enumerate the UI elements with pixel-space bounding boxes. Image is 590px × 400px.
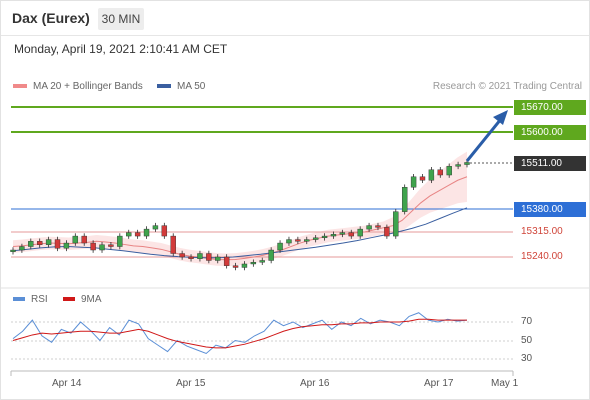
candle <box>357 228 363 237</box>
forecast-arrow-head-icon <box>493 110 508 125</box>
legend-rsi: RSI <box>13 294 48 305</box>
candle <box>330 234 337 237</box>
candle <box>384 227 390 237</box>
candle <box>215 256 221 261</box>
candle <box>250 262 257 265</box>
candle <box>108 244 114 247</box>
candle <box>197 253 203 259</box>
candle <box>45 239 52 245</box>
candle <box>259 260 265 263</box>
candle <box>63 242 70 249</box>
ma50-swatch-icon <box>157 84 171 89</box>
candle <box>232 265 239 268</box>
credit-text: Research © 2021 Trading Central <box>432 81 582 92</box>
widget-header: Dax (Eurex) 30 MIN <box>1 1 589 36</box>
rsi-ma-swatch-icon <box>63 297 75 302</box>
candle <box>126 232 132 237</box>
candle <box>161 225 168 237</box>
candle <box>339 232 346 235</box>
candle <box>206 253 212 261</box>
candle <box>99 244 105 251</box>
rsi-swatch-icon <box>13 297 25 302</box>
date-label: May 1 <box>491 378 519 389</box>
candle <box>401 187 408 212</box>
candle <box>375 225 381 228</box>
rsi-level-30: 30 <box>521 353 533 364</box>
candle <box>277 242 283 251</box>
bollinger-bands <box>13 151 467 267</box>
candle <box>268 249 274 261</box>
candle <box>446 166 452 176</box>
price-tag-r2: 15670.00 <box>514 100 586 115</box>
candle <box>117 235 123 247</box>
price-tag-last: 15511.00 <box>514 156 586 171</box>
candle <box>37 241 43 245</box>
candle <box>428 169 435 181</box>
candle <box>455 164 461 167</box>
date-label: Apr 15 <box>176 378 206 389</box>
candles <box>10 159 470 271</box>
candle <box>179 253 185 258</box>
candle <box>366 225 372 230</box>
date-label: Apr 14 <box>52 378 82 389</box>
candle <box>464 162 470 165</box>
price-label-pivot-1: 15315.00 <box>521 226 563 237</box>
date-label: Apr 17 <box>424 378 454 389</box>
price-label-pivot-2: 15240.00 <box>521 251 563 262</box>
candle <box>152 225 159 230</box>
candle <box>90 242 96 251</box>
rsi-level-50: 50 <box>521 335 533 346</box>
ma20-line <box>12 176 468 261</box>
candle <box>10 249 16 252</box>
candle <box>28 241 34 247</box>
rsi-ma-label: 9MA <box>81 294 102 305</box>
candle <box>188 256 194 259</box>
candle <box>304 239 310 242</box>
candle <box>223 256 230 266</box>
candle <box>410 176 417 188</box>
rsi-level-70: 70 <box>521 316 533 327</box>
bollinger-band-area <box>13 151 467 267</box>
timestamp: Monday, April 19, 2021 2:10:41 AM CET <box>14 42 228 56</box>
rsi-line <box>12 312 468 355</box>
candle <box>72 235 79 244</box>
candle <box>286 239 292 244</box>
rsi-ma-line <box>12 318 467 349</box>
legend-ma50: MA 50 <box>157 81 205 92</box>
ma20-label: MA 20 + Bollinger Bands <box>33 81 143 92</box>
candle <box>419 176 426 181</box>
candle <box>393 211 399 237</box>
candle <box>295 239 301 242</box>
instrument-title: Dax (Eurex) <box>12 10 90 26</box>
ma50-line <box>12 207 468 259</box>
candle <box>437 169 443 176</box>
candle <box>134 232 141 237</box>
candle <box>170 235 176 254</box>
rsi-label: RSI <box>31 294 48 305</box>
candle <box>54 239 61 249</box>
candle <box>81 235 87 244</box>
candle <box>348 232 354 237</box>
price-tag-support: 15380.00 <box>514 202 586 217</box>
ma50-label: MA 50 <box>177 81 206 92</box>
price-tag-r1: 15600.00 <box>514 125 586 140</box>
interval-selector[interactable]: 30 MIN <box>98 8 144 30</box>
legend-ma20: MA 20 + Bollinger Bands <box>13 81 143 92</box>
candle <box>19 246 25 251</box>
forecast-arrow <box>465 118 503 162</box>
date-label: Apr 16 <box>300 378 330 389</box>
candle <box>312 237 319 240</box>
candle <box>241 263 248 268</box>
legend-rsi-ma: 9MA <box>63 294 102 305</box>
candle <box>321 235 328 239</box>
ma20-swatch-icon <box>13 84 27 89</box>
candle <box>143 228 150 237</box>
